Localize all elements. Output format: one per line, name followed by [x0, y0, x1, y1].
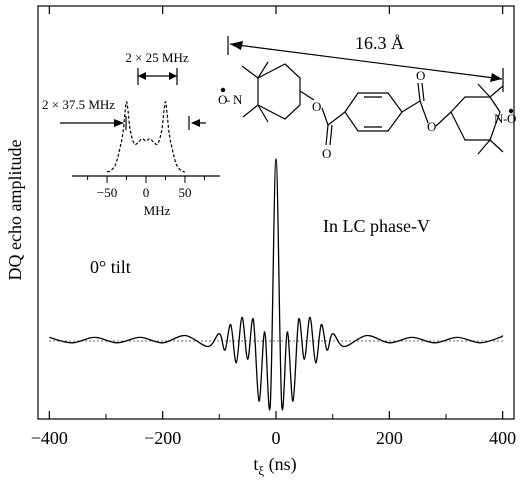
atom-right-o: O: [507, 111, 516, 126]
benzene-ring: [344, 92, 403, 132]
radical-dot-right: [508, 108, 514, 114]
atom-right-n: N: [494, 111, 504, 126]
inset-x-ticks: −50 0 50: [87, 176, 205, 200]
atom-ester-o-left: O: [312, 99, 321, 114]
inset-peak-splitting-label: 2 × 25 MHz: [125, 50, 189, 65]
inset-x-tick-label: 0: [143, 185, 150, 200]
x-axis-label-unit: (ns): [264, 454, 297, 475]
molecule-structure: [241, 61, 504, 155]
inset-spectrum: −50 0 50 MHz 2 × 25 MHz 2 × 37.5 MHz: [42, 50, 220, 218]
atom-left-n: N: [233, 92, 243, 107]
inset-x-tick-label: 50: [178, 185, 191, 200]
molecule-atom-labels: O - N O O O O N - O: [218, 68, 516, 161]
inset-x-label: MHz: [144, 203, 171, 218]
plot-frame: [37, 5, 515, 420]
x-tick-label: 400: [489, 428, 516, 448]
distance-arrow: [227, 36, 504, 92]
annotation-tilt: 0° tilt: [90, 257, 131, 277]
x-axis: −400 −200 0 200 400: [31, 6, 516, 448]
x-tick-label: 0: [272, 428, 281, 448]
inset-outer-splitting-marker: [60, 116, 206, 130]
x-axis-label-sub: ξ: [258, 463, 264, 478]
x-tick-label: 200: [376, 428, 403, 448]
inset-outer-splitting-label: 2 × 37.5 MHz: [42, 97, 115, 112]
radical-dot-left: [220, 87, 226, 93]
x-axis-label: tξ (ns): [253, 454, 296, 478]
right-piperidine-ring: [450, 96, 501, 141]
x-axis-label-main: t: [253, 454, 258, 474]
inset-spectrum-line: [106, 101, 186, 173]
atom-carbonyl-o-left: O: [322, 146, 331, 161]
echo-series-line: [49, 158, 504, 410]
svg-text:-: -: [226, 92, 230, 107]
svg-text:-: -: [503, 111, 507, 126]
atom-ester-o-right: O: [427, 119, 436, 134]
left-piperidine-ring: [257, 63, 301, 120]
x-tick-label: −200: [144, 428, 181, 448]
inset-plot-area: [106, 101, 186, 173]
main-plot-area: [49, 158, 504, 410]
atom-carbonyl-o-right: O: [416, 68, 425, 83]
annotation-phase: In LC phase-V: [323, 216, 430, 236]
annotation-distance: 16.3 Å: [355, 33, 404, 53]
atom-left-o: O: [218, 92, 227, 107]
x-tick-label: −400: [31, 428, 68, 448]
y-axis-label: DQ echo amplitude: [5, 140, 25, 281]
inset-x-tick-label: −50: [97, 185, 117, 200]
inset-peak-splitting-marker: [137, 68, 178, 85]
